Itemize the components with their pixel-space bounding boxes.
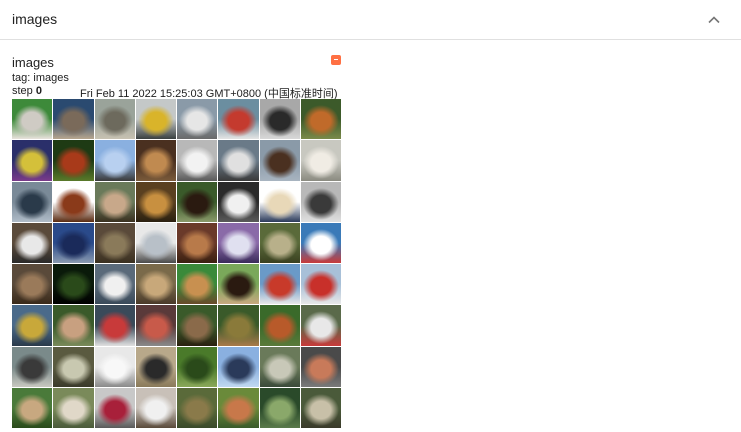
grid-image-tile: [12, 181, 53, 222]
grid-image-tile: [94, 222, 135, 263]
grid-image-tile: [94, 99, 135, 140]
grid-image-tile: [12, 387, 53, 428]
grid-image-tile: [259, 264, 300, 305]
grid-image-tile: [177, 305, 218, 346]
grid-image-tile: [218, 140, 259, 181]
image-grid[interactable]: [12, 99, 341, 428]
grid-image-tile: [12, 264, 53, 305]
chevron-up-icon: [708, 16, 720, 24]
grid-image-tile: [300, 99, 341, 140]
grid-image-tile: [12, 140, 53, 181]
grid-image-tile: [135, 181, 176, 222]
grid-image-tile: [218, 346, 259, 387]
grid-image-tile: [177, 99, 218, 140]
grid-image-tile: [53, 140, 94, 181]
grid-image-tile: [177, 346, 218, 387]
grid-image-tile: [135, 305, 176, 346]
grid-image-tile: [53, 99, 94, 140]
grid-image-tile: [300, 264, 341, 305]
step-value: 0: [35, 85, 42, 97]
collapse-button[interactable]: [702, 8, 726, 32]
grid-image-tile: [94, 305, 135, 346]
grid-image-tile: [135, 387, 176, 428]
step-label: step: [12, 85, 33, 97]
grid-image-tile: [177, 387, 218, 428]
card-timestamp: Fri Feb 11 2022 15:25:03 GMT+0800 (中国标准时…: [80, 88, 338, 100]
grid-image-tile: [177, 222, 218, 263]
grid-image-tile: [94, 264, 135, 305]
grid-image-tile: [300, 140, 341, 181]
grid-image-tile: [53, 264, 94, 305]
grid-image-tile: [259, 222, 300, 263]
grid-image-tile: [300, 346, 341, 387]
grid-image-tile: [12, 222, 53, 263]
card-title: images: [12, 55, 54, 70]
panel-header: images: [0, 0, 741, 40]
grid-image-tile: [218, 181, 259, 222]
grid-image-tile: [53, 222, 94, 263]
grid-image-tile: [300, 387, 341, 428]
panel-title: images: [12, 11, 58, 27]
grid-image-tile: [94, 346, 135, 387]
grid-image-tile: [259, 140, 300, 181]
grid-image-tile: [259, 305, 300, 346]
grid-image-tile: [94, 387, 135, 428]
grid-image-tile: [135, 346, 176, 387]
grid-image-tile: [53, 305, 94, 346]
grid-image-tile: [12, 346, 53, 387]
grid-image-tile: [94, 181, 135, 222]
grid-image-tile: [12, 99, 53, 140]
grid-image-tile: [259, 99, 300, 140]
grid-image-tile: [218, 222, 259, 263]
run-color-badge[interactable]: [331, 55, 341, 65]
grid-image-tile: [259, 181, 300, 222]
grid-image-tile: [218, 305, 259, 346]
grid-image-tile: [135, 222, 176, 263]
grid-image-tile: [135, 264, 176, 305]
grid-image-tile: [218, 387, 259, 428]
grid-image-tile: [300, 222, 341, 263]
grid-image-tile: [177, 264, 218, 305]
grid-image-tile: [94, 140, 135, 181]
grid-image-tile: [12, 305, 53, 346]
grid-image-tile: [259, 387, 300, 428]
grid-image-tile: [218, 264, 259, 305]
grid-image-tile: [53, 181, 94, 222]
card-tag: tag: images: [12, 72, 69, 84]
grid-image-tile: [259, 346, 300, 387]
grid-image-tile: [135, 140, 176, 181]
grid-image-tile: [177, 140, 218, 181]
card-step: step 0: [12, 85, 42, 97]
grid-image-tile: [135, 99, 176, 140]
grid-image-tile: [300, 181, 341, 222]
grid-image-tile: [177, 181, 218, 222]
grid-image-tile: [53, 387, 94, 428]
grid-image-tile: [53, 346, 94, 387]
grid-image-tile: [300, 305, 341, 346]
grid-image-tile: [218, 99, 259, 140]
